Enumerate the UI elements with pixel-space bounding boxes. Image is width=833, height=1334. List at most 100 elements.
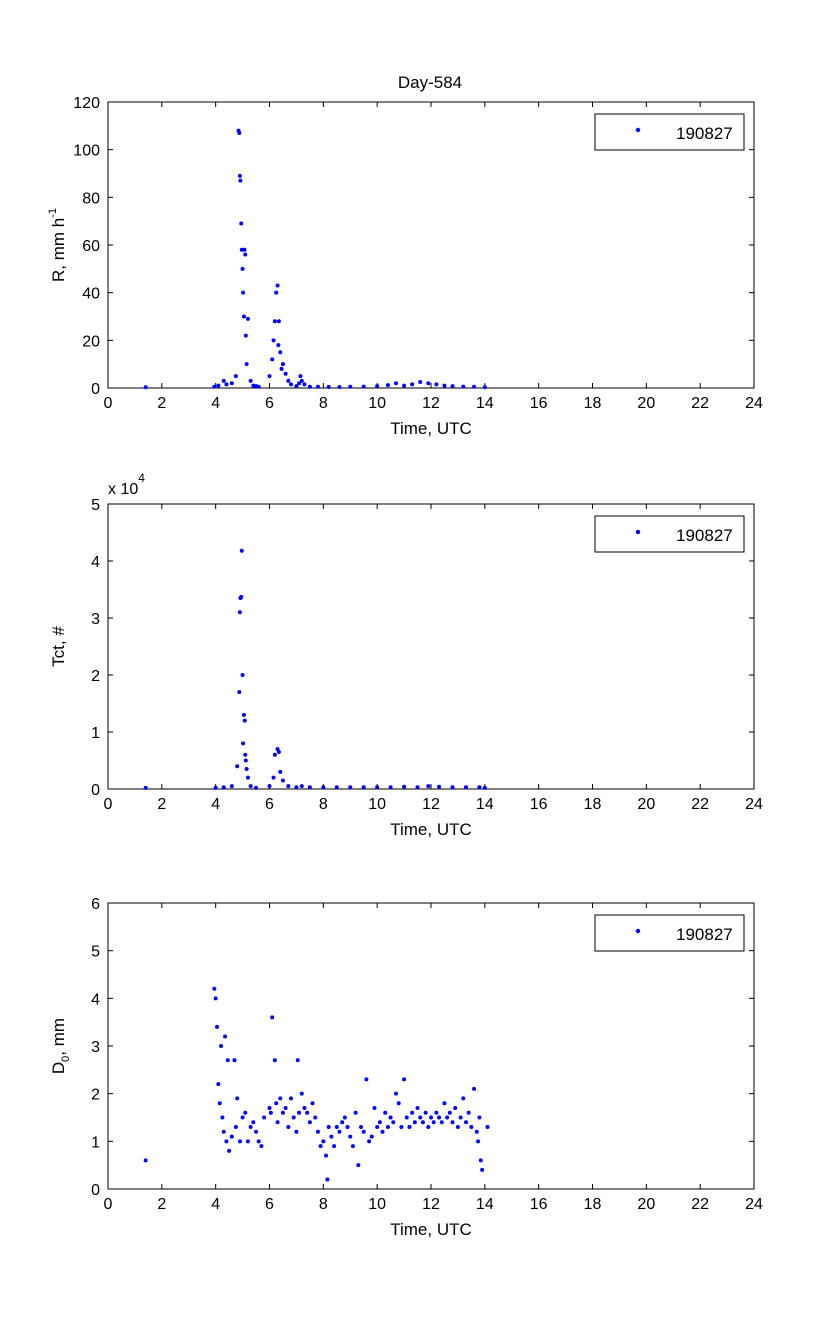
- data-point: [275, 283, 280, 288]
- data-point: [283, 1105, 288, 1110]
- data-point: [466, 1110, 471, 1115]
- data-point: [143, 385, 148, 390]
- y-axis-label: R, mm h-1: [47, 208, 68, 282]
- data-point: [455, 1125, 460, 1130]
- data-point: [243, 333, 248, 338]
- data-point: [143, 785, 148, 790]
- y-tick-label: 0: [91, 381, 100, 398]
- data-point: [213, 785, 218, 790]
- data-point: [278, 350, 283, 355]
- data-point: [227, 1148, 232, 1153]
- y-tick-label: 100: [73, 143, 100, 160]
- x-tick-label: 22: [691, 796, 709, 813]
- y-tick-label: 120: [73, 95, 100, 112]
- x-axis-label: Time, UTC: [390, 1220, 472, 1239]
- data-point: [245, 1139, 250, 1144]
- data-point: [415, 1105, 420, 1110]
- y-axis-label-text: Tct, #: [49, 626, 68, 667]
- data-point: [278, 769, 283, 774]
- data-point: [325, 1177, 330, 1182]
- data-point: [412, 1120, 417, 1125]
- data-point: [348, 785, 353, 790]
- data-point: [270, 1015, 275, 1020]
- data-point: [276, 749, 281, 754]
- data-point: [418, 1115, 423, 1120]
- data-point: [391, 1120, 396, 1125]
- data-point: [283, 371, 288, 376]
- x-tick-label: 10: [368, 395, 386, 412]
- data-point: [232, 1058, 237, 1063]
- y-tick-label: 0: [91, 782, 100, 799]
- data-point: [369, 1134, 374, 1139]
- data-point: [276, 343, 281, 348]
- data-point: [388, 1115, 393, 1120]
- data-point: [237, 1139, 242, 1144]
- data-point: [439, 1120, 444, 1125]
- y-axis-label-text: R, mm h: [49, 218, 68, 282]
- data-point: [324, 1153, 329, 1158]
- data-point: [274, 1101, 279, 1106]
- data-point: [342, 1115, 347, 1120]
- x-tick-label: 14: [476, 1196, 494, 1213]
- data-point: [294, 384, 299, 389]
- data-point: [233, 1125, 238, 1130]
- data-point: [213, 996, 218, 1001]
- data-point: [219, 1044, 224, 1048]
- data-point: [280, 778, 285, 783]
- x-tick-label: 14: [476, 395, 494, 412]
- legend-box: [594, 914, 745, 952]
- y-axis-label: Tct, #: [49, 626, 68, 667]
- data-point: [340, 1120, 345, 1125]
- data-point: [235, 1096, 240, 1101]
- data-point: [267, 374, 272, 379]
- data-point: [243, 1110, 248, 1115]
- data-point: [482, 385, 487, 390]
- x-tick-label: 8: [319, 796, 328, 813]
- y-tick-label: 4: [91, 554, 100, 571]
- data-point: [361, 384, 366, 389]
- data-point: [237, 173, 242, 178]
- data-point: [294, 1129, 299, 1134]
- x-tick-label: 18: [584, 1196, 602, 1213]
- y-axis-label-subscript: 0: [60, 1056, 72, 1062]
- data-point: [217, 1101, 222, 1106]
- x-axis-label: Time, UTC: [390, 419, 472, 438]
- data-point: [221, 785, 226, 790]
- data-point: [241, 314, 246, 319]
- data-point: [241, 290, 246, 295]
- data-point: [399, 1125, 404, 1130]
- x-tick-label: 24: [745, 1196, 763, 1213]
- data-point: [299, 378, 304, 383]
- data-point: [220, 1115, 225, 1120]
- data-point: [326, 385, 331, 390]
- data-point: [267, 1105, 272, 1110]
- x-tick-label: 16: [530, 796, 548, 813]
- x-tick-label: 24: [745, 796, 763, 813]
- data-point: [245, 316, 250, 321]
- data-point: [431, 1120, 436, 1125]
- data-point: [286, 1125, 291, 1130]
- data-point: [348, 384, 353, 389]
- data-point: [216, 1082, 221, 1087]
- data-point: [216, 383, 221, 388]
- data-point: [375, 1125, 380, 1130]
- data-point: [294, 785, 299, 790]
- x-tick-label: 6: [265, 1196, 274, 1213]
- y-tick-label: 6: [91, 896, 100, 913]
- data-point: [415, 785, 420, 790]
- panels: 0 2 4 6 8 10 12 14 16 18 20 22 24020406080100120Time…: [47, 95, 763, 1239]
- data-point: [410, 382, 415, 387]
- data-point: [447, 1110, 452, 1115]
- data-point: [279, 366, 284, 371]
- data-point: [280, 1110, 285, 1115]
- x-tick-label: 12: [422, 395, 440, 412]
- data-point: [237, 130, 242, 135]
- x-tick-label: 12: [422, 1196, 440, 1213]
- data-point: [377, 1120, 382, 1125]
- data-point: [307, 1120, 312, 1125]
- data-point: [463, 1120, 468, 1125]
- data-point: [242, 247, 247, 252]
- data-point: [334, 1125, 339, 1130]
